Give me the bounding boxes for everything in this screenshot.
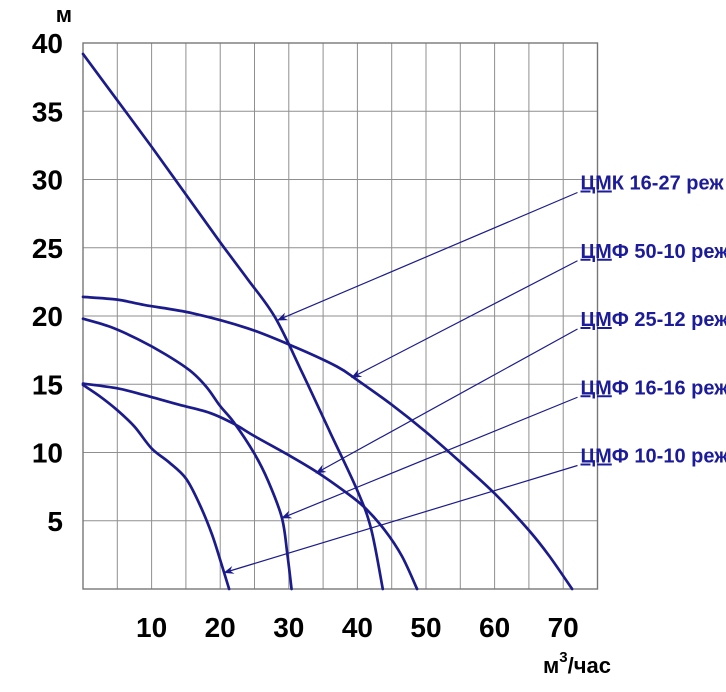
- y-axis-tick-labels: 40 35 30 25 20 15 10 5: [32, 28, 63, 537]
- grid-lines: [82, 42, 598, 590]
- curve-label: ЦМФ 16-16 реж: [581, 377, 726, 399]
- pump-curves: [81, 52, 574, 591]
- curve-label-prefix: ЦМ: [581, 173, 612, 195]
- y-tick-label: 30: [32, 165, 63, 196]
- x-axis-title-unit: /час: [568, 653, 611, 678]
- y-tick-label: 5: [47, 506, 63, 537]
- plot-border: [82, 42, 599, 590]
- y-tick-label: 25: [32, 233, 63, 264]
- pump-curve: [81, 52, 385, 591]
- pump-curve: [81, 382, 419, 591]
- curve-label-prefix: ЦМ: [581, 377, 612, 399]
- x-axis-title: м3/час: [543, 649, 611, 678]
- x-tick-label: 50: [410, 612, 441, 643]
- annotation-arrow: [351, 260, 578, 378]
- curve-label-rest: Ф 25-12 реж: [612, 309, 726, 331]
- pump-curve: [81, 295, 574, 591]
- y-tick-label: 20: [32, 301, 63, 332]
- curve-label-prefix: ЦМ: [581, 309, 612, 331]
- curve-label-prefix: ЦМ: [581, 446, 612, 468]
- curve-label-prefix: ЦМ: [581, 241, 612, 263]
- curve-label: ЦМФ 50-10 реж: [581, 241, 726, 263]
- y-tick-label: 10: [32, 438, 63, 469]
- annotation-arrow: [223, 464, 578, 574]
- y-tick-label: 35: [32, 96, 63, 127]
- x-axis-title-superscript: 3: [559, 649, 567, 666]
- curve-label: ЦМК 16-27 реж: [581, 173, 725, 195]
- annotation-arrow: [276, 191, 578, 321]
- curve-label: ЦМФ 10-10 реж: [581, 446, 726, 468]
- x-axis-title-main: м: [543, 653, 559, 678]
- x-tick-label: 70: [548, 612, 579, 643]
- annotation-arrow: [315, 328, 578, 474]
- x-tick-label: 30: [273, 612, 304, 643]
- x-axis-tick-labels: 10 20 30 40 50 60 70: [136, 612, 579, 643]
- x-tick-label: 10: [136, 612, 167, 643]
- annotation-arrows: [223, 191, 578, 574]
- y-tick-label: 40: [32, 28, 63, 59]
- y-axis-title: м: [56, 2, 72, 27]
- x-tick-label: 20: [205, 612, 236, 643]
- y-tick-label: 15: [32, 369, 63, 400]
- curve-label-rest: К 16-27 реж: [612, 173, 725, 195]
- x-tick-label: 60: [479, 612, 510, 643]
- curve-label: ЦМФ 25-12 реж: [581, 309, 726, 331]
- pump-curve: [81, 383, 231, 591]
- annotation-arrow: [281, 396, 578, 519]
- curve-label-rest: Ф 50-10 реж: [612, 241, 726, 263]
- curve-label-rest: Ф 10-10 реж: [612, 446, 726, 468]
- pump-curve: [81, 317, 293, 591]
- x-tick-label: 40: [342, 612, 373, 643]
- curve-label-rest: Ф 16-16 реж: [612, 377, 726, 399]
